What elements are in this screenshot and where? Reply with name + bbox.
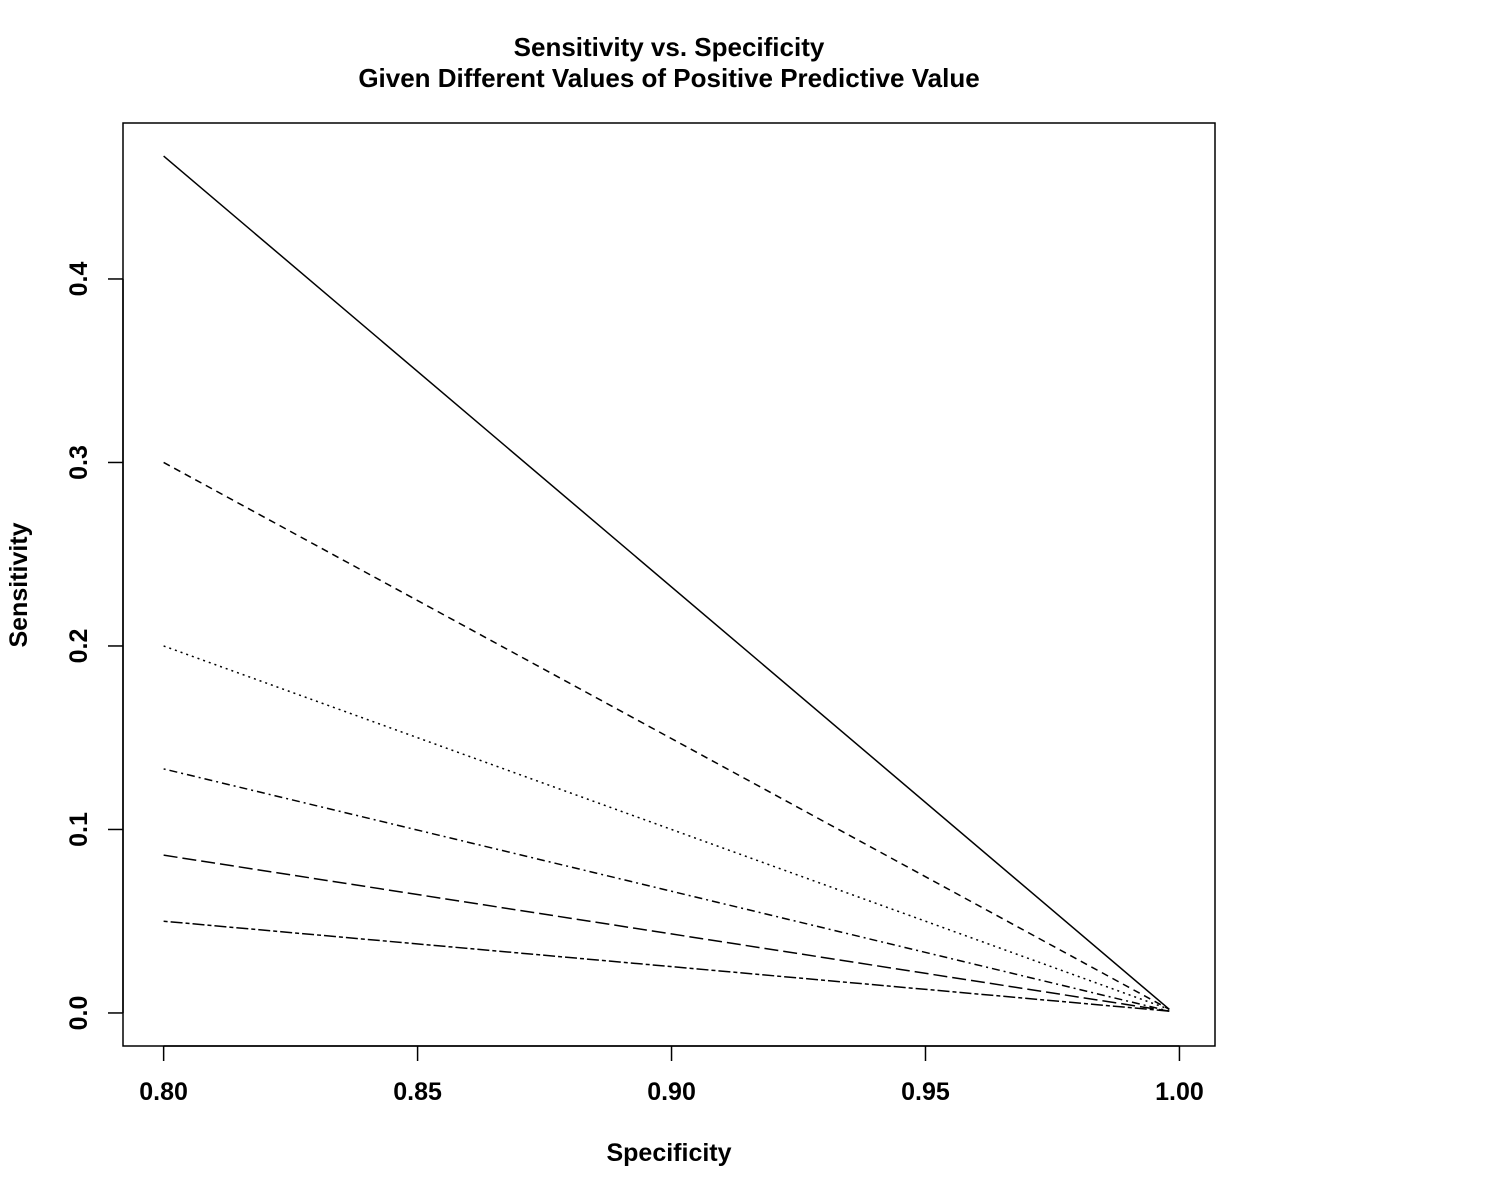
y-tick-label: 0.3 bbox=[65, 445, 93, 480]
chart-title: Sensitivity vs. Specificity bbox=[514, 32, 825, 62]
series-line-dotdash bbox=[163, 768, 1170, 1012]
y-axis-title: Sensitivity bbox=[5, 522, 33, 647]
series-line-dotted bbox=[163, 645, 1170, 1011]
chart-subtitle: Given Different Values of Positive Predi… bbox=[358, 63, 979, 93]
series-line-twodash bbox=[163, 920, 1170, 1012]
x-axis: 0.80 0.85 0.90 0.95 1.00 bbox=[139, 1045, 1204, 1106]
x-tick-label: 0.95 bbox=[901, 1078, 950, 1106]
series-line-solid bbox=[163, 155, 1170, 1010]
y-tick-label: 0.4 bbox=[65, 262, 93, 297]
series-line-dashed bbox=[163, 461, 1170, 1010]
y-tick-label: 0.0 bbox=[65, 996, 93, 1031]
series-layer bbox=[163, 155, 1170, 1012]
y-tick-label: 0.1 bbox=[65, 812, 93, 847]
x-tick-label: 1.00 bbox=[1155, 1078, 1204, 1106]
x-tick-label: 0.80 bbox=[139, 1078, 188, 1106]
y-axis: 0.0 0.1 0.2 0.3 0.4 bbox=[65, 262, 124, 1031]
series-line-longdash bbox=[163, 854, 1170, 1012]
x-tick-label: 0.90 bbox=[647, 1078, 696, 1106]
x-tick-label: 0.85 bbox=[393, 1078, 442, 1106]
y-tick-label: 0.2 bbox=[65, 629, 93, 664]
x-axis-title: Specificity bbox=[606, 1139, 731, 1167]
